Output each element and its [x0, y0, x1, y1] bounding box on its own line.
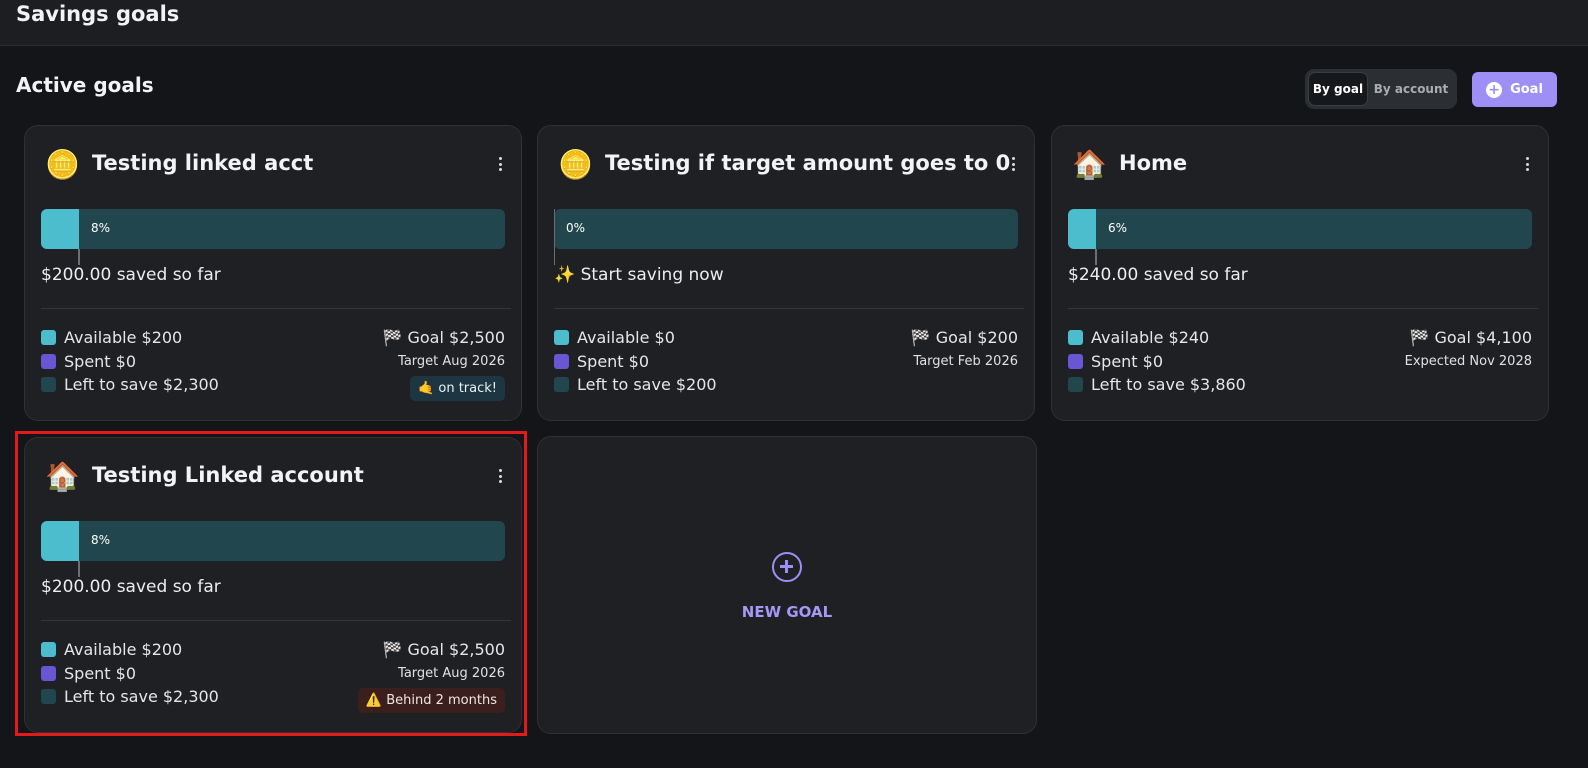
goal-amount: 🏁 Goal $2,500	[382, 328, 505, 347]
progress-marker	[1095, 249, 1097, 265]
left-to-save-amount: Left to save $2,300	[64, 687, 219, 707]
goal-name: Testing linked acct	[92, 151, 314, 175]
spent-swatch	[554, 353, 569, 369]
target-date: Expected Nov 2028	[1404, 353, 1532, 369]
saved-summary: $240.00 saved so far	[1068, 265, 1248, 285]
new-goal-label: NEW GOAL	[741, 603, 833, 621]
available-swatch	[41, 330, 56, 346]
goal-emoji-icon: 🏠	[45, 460, 80, 493]
progress-marker	[78, 561, 80, 577]
more-menu-icon[interactable]	[493, 466, 507, 486]
left-to-save-amount: Left to save $200	[577, 375, 717, 395]
add-goal-label: Goal	[1510, 82, 1543, 97]
goal-card[interactable]: 🪙 Testing linked acct 8% $200.00 saved s…	[24, 125, 522, 421]
left-to-save-amount: Left to save $2,300	[64, 375, 219, 395]
progress-fill	[41, 209, 79, 249]
progress-label: 8%	[91, 533, 111, 547]
saved-summary: ✨ Start saving now	[554, 265, 724, 285]
goal-amount: 🏁 Goal $2,500	[382, 640, 505, 659]
progress-fill	[41, 521, 79, 561]
page-title: Savings goals	[16, 2, 180, 26]
plus-icon: +	[1486, 81, 1503, 98]
spent-amount: Spent $0	[1091, 351, 1164, 371]
goal-legend: Available $240 Spent $0 Left to save $3,…	[1068, 326, 1246, 397]
toggle-by-goal[interactable]: By goal	[1308, 72, 1368, 106]
target-date: Target Feb 2026	[913, 353, 1018, 369]
progress-bar: 8%	[41, 209, 505, 249]
saved-summary: $200.00 saved so far	[41, 577, 221, 597]
new-goal-card[interactable]: NEW GOAL	[537, 436, 1037, 734]
available-amount: Available $0	[577, 328, 675, 348]
goal-name: Home	[1119, 151, 1188, 175]
goal-name: Testing if target amount goes to 0	[605, 151, 1011, 175]
divider	[41, 308, 511, 309]
available-swatch	[41, 642, 56, 658]
target-date: Target Aug 2026	[398, 353, 505, 369]
goal-card[interactable]: 🏠 Home 6% $240.00 saved so far Available…	[1051, 125, 1549, 421]
goal-emoji-icon: 🪙	[45, 148, 80, 181]
view-toggle[interactable]: By goal By account	[1305, 69, 1457, 109]
progress-bar: 6%	[1068, 209, 1532, 249]
goal-name: Testing Linked account	[92, 463, 364, 487]
left-swatch	[41, 377, 56, 393]
available-amount: Available $240	[1091, 328, 1210, 348]
top-bar: Savings goals	[0, 0, 1588, 46]
add-goal-button[interactable]: + Goal	[1472, 72, 1557, 107]
more-menu-icon[interactable]	[1006, 154, 1020, 174]
progress-label: 0%	[566, 221, 586, 235]
spent-amount: Spent $0	[64, 351, 137, 371]
goal-legend: Available $200 Spent $0 Left to save $2,…	[41, 638, 219, 709]
progress-label: 6%	[1108, 221, 1128, 235]
goal-emoji-icon: 🏠	[1072, 148, 1107, 181]
left-swatch	[41, 689, 56, 705]
goal-legend: Available $0 Spent $0 Left to save $200	[554, 326, 717, 397]
more-menu-icon[interactable]	[493, 154, 507, 174]
spent-swatch	[41, 353, 56, 369]
section-title: Active goals	[16, 73, 154, 97]
spent-amount: Spent $0	[577, 351, 650, 371]
available-amount: Available $200	[64, 328, 183, 348]
left-to-save-amount: Left to save $3,860	[1091, 375, 1246, 395]
progress-marker	[554, 209, 555, 265]
spent-swatch	[1068, 353, 1083, 369]
left-swatch	[554, 377, 569, 393]
toggle-by-account[interactable]: By account	[1373, 82, 1449, 96]
progress-bar: 0%	[554, 209, 1018, 249]
goal-card[interactable]: 🏠 Testing Linked account 8% $200.00 save…	[24, 437, 522, 733]
available-swatch	[1068, 330, 1083, 346]
available-swatch	[554, 330, 569, 346]
goal-card[interactable]: 🪙 Testing if target amount goes to 0 0% …	[537, 125, 1035, 421]
progress-label: 8%	[91, 221, 111, 235]
status-badge: ⚠️ Behind 2 months	[357, 688, 505, 713]
spent-swatch	[41, 665, 56, 681]
goal-amount: 🏁 Goal $4,100	[1409, 328, 1532, 347]
status-badge: 🤙 on track!	[410, 376, 505, 401]
more-menu-icon[interactable]	[1520, 154, 1534, 174]
available-amount: Available $200	[64, 640, 183, 660]
divider	[41, 620, 511, 621]
progress-bar: 8%	[41, 521, 505, 561]
progress-fill	[1068, 209, 1096, 249]
spent-amount: Spent $0	[64, 663, 137, 683]
divider	[1068, 308, 1538, 309]
goal-amount: 🏁 Goal $200	[910, 328, 1018, 347]
progress-marker	[78, 249, 80, 265]
goal-emoji-icon: 🪙	[558, 148, 593, 181]
target-date: Target Aug 2026	[398, 665, 505, 681]
goal-legend: Available $200 Spent $0 Left to save $2,…	[41, 326, 219, 397]
saved-summary: $200.00 saved so far	[41, 265, 221, 285]
left-swatch	[1068, 377, 1083, 393]
plus-circle-icon	[772, 552, 802, 582]
divider	[554, 308, 1024, 309]
